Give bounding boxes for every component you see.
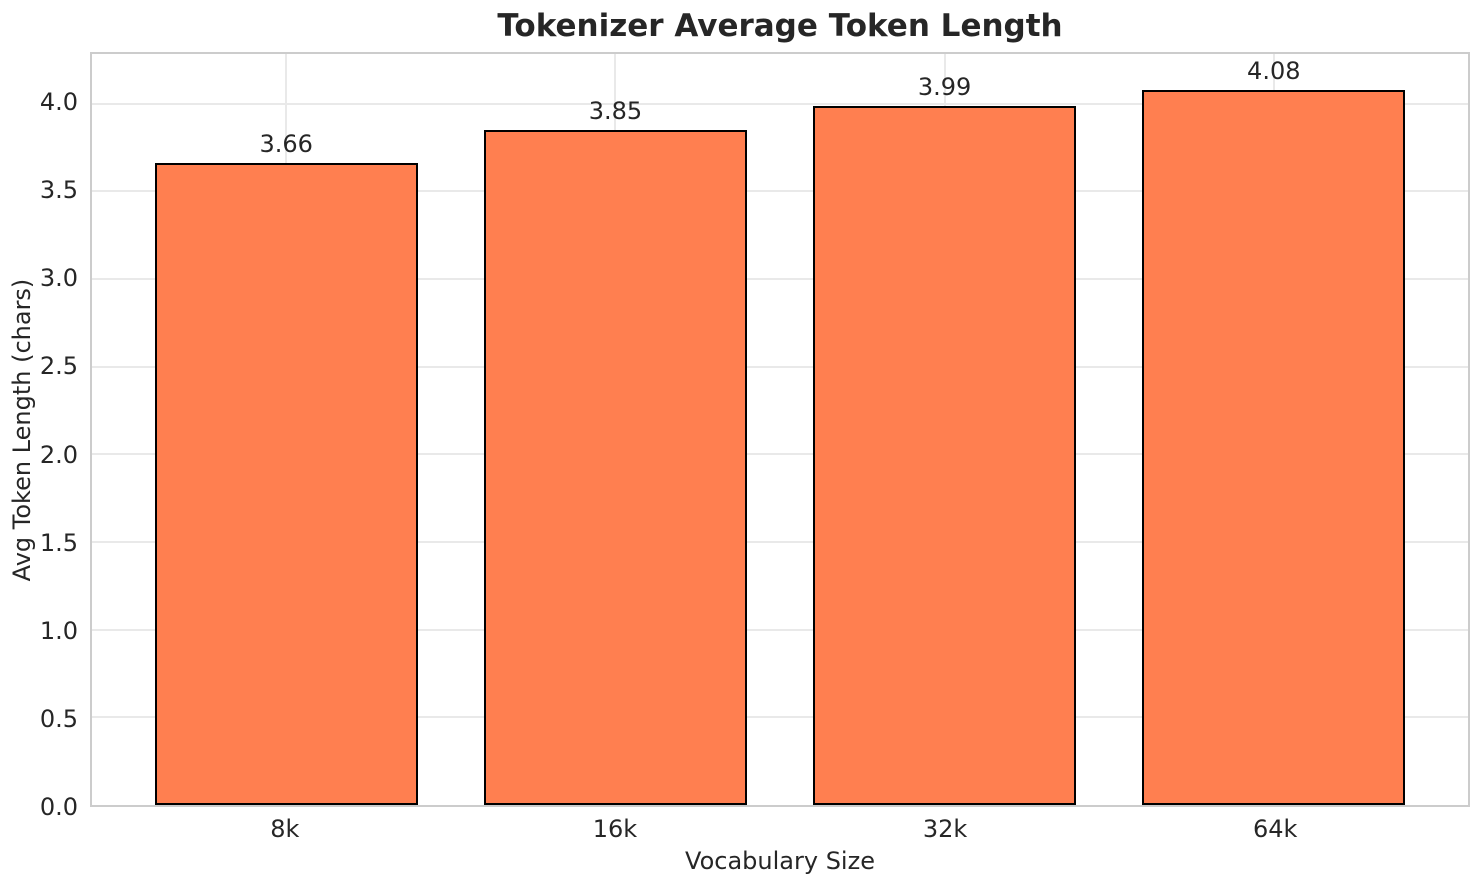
gridline-horizontal [92,716,1468,719]
y-tick-label: 1.5 [39,528,78,557]
gridline-horizontal [92,278,1468,281]
bar-value-label: 3.99 [917,72,972,101]
gridline-horizontal [92,628,1468,631]
y-tick-labels: 0.0 0.5 1.0 1.5 2.0 2.5 3.0 3.5 4.0 [0,52,78,821]
gridline-horizontal [92,453,1468,456]
x-tick-label: 8k [270,815,300,843]
plot-area: 3.66 3.85 3.99 4.08 [90,52,1470,807]
bar-32k [812,105,1077,805]
y-tick-label: 0.0 [39,793,78,821]
bar-value-label: 3.85 [588,97,643,126]
bar-8k [154,163,418,805]
bar-64k [1142,89,1406,805]
gridline-horizontal [92,365,1468,368]
y-tick-label: 0.5 [39,704,78,733]
y-tick-label: 2.0 [39,440,78,469]
chart-title: Tokenizer Average Token Length [497,8,1063,44]
gridline-horizontal [92,541,1468,544]
gridline-horizontal [92,190,1468,193]
y-tick-label: 4.0 [39,88,78,117]
x-axis-label: Vocabulary Size [685,847,875,875]
y-tick-label: 3.5 [39,176,78,205]
bar-16k [483,130,748,805]
bar-value-label: 3.66 [259,130,313,159]
y-tick-label: 2.5 [39,352,78,381]
x-tick-label: 32k [922,815,968,843]
y-tick-label: 1.0 [39,616,78,645]
gridline-horizontal [92,102,1468,105]
x-tick-label: 16k [592,815,638,843]
y-tick-label: 3.0 [39,264,78,293]
x-tick-labels: 8k 16k 32k 64k [90,815,1470,849]
x-tick-label: 64k [1252,815,1298,843]
bar-value-label: 4.08 [1247,56,1301,85]
